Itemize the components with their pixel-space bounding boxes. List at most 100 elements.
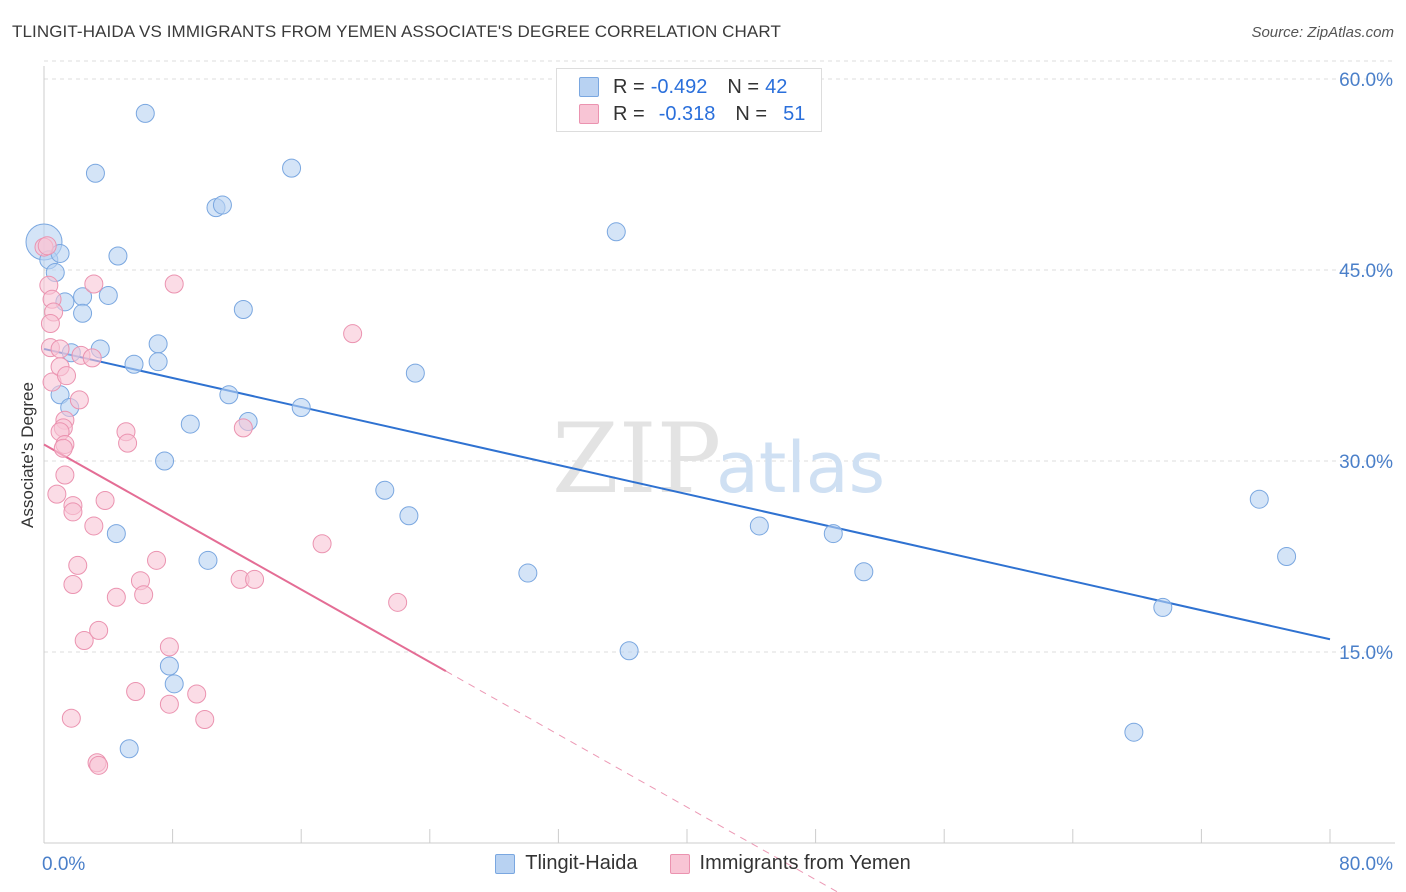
y-tick-label: 60.0% bbox=[1339, 70, 1393, 91]
point-yemen bbox=[187, 684, 207, 704]
y-tick-label: 15.0% bbox=[1339, 643, 1393, 664]
point-tlingit-haida bbox=[164, 674, 184, 694]
point-tlingit-haida bbox=[198, 550, 218, 570]
point-tlingit-haida bbox=[108, 246, 128, 266]
watermark-zip: ZIP bbox=[552, 403, 721, 515]
trend-line-tlingit-haida bbox=[43, 347, 1331, 641]
point-tlingit-haida bbox=[606, 222, 626, 242]
point-yemen bbox=[47, 484, 67, 504]
point-yemen bbox=[159, 694, 179, 714]
point-tlingit-haida bbox=[106, 524, 126, 544]
point-yemen bbox=[84, 274, 104, 294]
point-tlingit-haida bbox=[98, 285, 118, 305]
source-label: Source: ZipAtlas.com bbox=[1251, 24, 1394, 41]
y-tick-label: 30.0% bbox=[1339, 452, 1393, 473]
point-yemen bbox=[50, 339, 70, 359]
trend-line-yemen bbox=[43, 443, 447, 672]
watermark-atlas: atlas bbox=[716, 427, 885, 509]
point-tlingit-haida bbox=[233, 299, 253, 319]
point-tlingit-haida bbox=[155, 451, 175, 471]
point-tlingit-haida bbox=[212, 195, 232, 215]
legend-row-tlingit: R = -0.492 N = 42 bbox=[579, 74, 787, 100]
point-tlingit-haida bbox=[375, 480, 395, 500]
point-yemen bbox=[118, 433, 138, 453]
point-yemen bbox=[106, 587, 126, 607]
point-yemen bbox=[159, 637, 179, 657]
point-yemen bbox=[134, 585, 154, 605]
point-tlingit-haida bbox=[1153, 597, 1173, 617]
legend-item-tlingit-haida: Tlingit-Haida bbox=[495, 852, 638, 875]
point-yemen bbox=[37, 236, 57, 256]
legend-r-value: -0.492 bbox=[650, 75, 708, 98]
legend-n-label: N = bbox=[735, 102, 768, 125]
legend-r-label: R = bbox=[613, 102, 645, 125]
point-tlingit-haida bbox=[148, 352, 168, 372]
x-tick-labels: 0.0% 80.0% bbox=[42, 854, 1393, 875]
point-tlingit-haida bbox=[1277, 547, 1297, 566]
point-tlingit-haida bbox=[1249, 489, 1269, 509]
y-tick-label: 45.0% bbox=[1339, 261, 1393, 282]
point-tlingit-haida bbox=[619, 641, 639, 661]
chart-title: TLINGIT-HAIDA VS IMMIGRANTS FROM YEMEN A… bbox=[12, 22, 781, 41]
point-yemen bbox=[68, 555, 88, 575]
watermark: ZIP atlas bbox=[552, 403, 885, 515]
point-yemen bbox=[195, 709, 215, 729]
point-tlingit-haida bbox=[399, 506, 419, 526]
data-points bbox=[25, 103, 1297, 775]
legend-swatch-blue bbox=[579, 77, 599, 97]
point-yemen bbox=[55, 465, 75, 485]
legend-label: Tlingit-Haida bbox=[525, 852, 638, 874]
point-yemen bbox=[164, 274, 184, 294]
point-yemen bbox=[245, 569, 265, 589]
point-yemen bbox=[82, 348, 102, 368]
point-tlingit-haida bbox=[291, 398, 311, 418]
grid-lines bbox=[44, 60, 1395, 653]
legend-n-label: N = bbox=[727, 75, 760, 98]
point-yemen bbox=[40, 313, 60, 333]
point-tlingit-haida bbox=[135, 103, 155, 123]
point-yemen bbox=[61, 708, 81, 728]
legend-swatch-pink bbox=[669, 853, 690, 874]
point-yemen bbox=[388, 592, 408, 612]
point-yemen bbox=[126, 681, 146, 701]
point-yemen bbox=[233, 418, 253, 438]
point-yemen bbox=[63, 502, 83, 522]
y-tick-labels: 15.0% 30.0% 45.0% 60.0% bbox=[1339, 70, 1393, 664]
point-tlingit-haida bbox=[119, 739, 139, 759]
legend-swatch-pink bbox=[579, 104, 599, 124]
point-tlingit-haida bbox=[124, 354, 144, 374]
point-yemen bbox=[74, 631, 94, 651]
point-yemen bbox=[95, 490, 115, 510]
point-yemen bbox=[63, 575, 83, 595]
point-tlingit-haida bbox=[73, 303, 93, 323]
stats-legend: R = -0.492 N = 42 R = -0.318 N = 51 bbox=[556, 68, 822, 132]
point-yemen bbox=[69, 390, 89, 410]
legend-n-value: 51 bbox=[783, 102, 806, 125]
legend-r-value: -0.318 bbox=[658, 102, 716, 125]
point-yemen bbox=[343, 324, 363, 344]
legend-n-value: 42 bbox=[765, 75, 788, 98]
axes bbox=[43, 66, 1395, 844]
legend-item-yemen: Immigrants from Yemen bbox=[669, 852, 911, 875]
point-tlingit-haida bbox=[180, 414, 200, 434]
series-legend: Tlingit-Haida Immigrants from Yemen bbox=[0, 852, 1406, 875]
point-yemen bbox=[147, 550, 167, 570]
point-tlingit-haida bbox=[854, 562, 874, 582]
point-yemen bbox=[312, 534, 332, 554]
legend-swatch-blue bbox=[495, 853, 516, 874]
point-tlingit-haida bbox=[749, 516, 769, 536]
point-yemen bbox=[84, 516, 104, 536]
legend-label: Immigrants from Yemen bbox=[699, 852, 911, 874]
point-yemen bbox=[53, 438, 73, 458]
x-tick-label: 80.0% bbox=[1339, 854, 1393, 875]
point-tlingit-haida bbox=[823, 524, 843, 544]
y-axis-label: Associate's Degree bbox=[18, 382, 37, 528]
legend-r-label: R = bbox=[613, 75, 645, 98]
trend-lines bbox=[43, 347, 1331, 892]
point-yemen bbox=[89, 620, 109, 640]
point-yemen bbox=[89, 755, 109, 775]
point-yemen bbox=[57, 366, 77, 386]
point-tlingit-haida bbox=[518, 563, 538, 583]
x-tick-label: 0.0% bbox=[42, 854, 85, 875]
